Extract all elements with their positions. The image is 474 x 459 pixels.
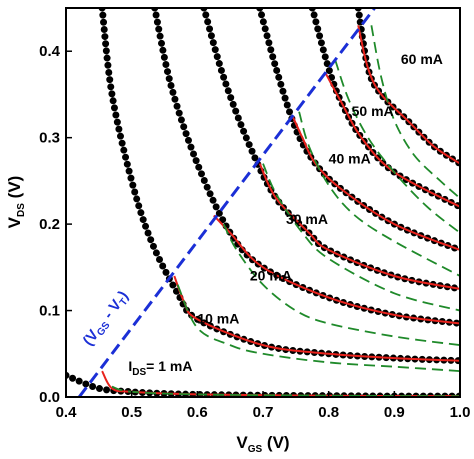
- x-tick-label: 0.4: [56, 404, 78, 421]
- current-label: IDS= 1 mA: [128, 358, 192, 378]
- current-label-rest: = 1 mA: [146, 358, 192, 374]
- curve-dashed-60ma: [370, 25, 460, 199]
- x-axis-title: VGS (V): [236, 433, 289, 455]
- curve-dashed-10ma: [176, 284, 460, 372]
- current-label: 20 mA: [250, 267, 292, 283]
- x-tick-label: 0.7: [253, 404, 274, 421]
- y-tick-label: 0.0: [39, 389, 60, 406]
- x-tick-label: 0.8: [318, 404, 339, 421]
- curve-dashed-50ma: [334, 59, 460, 234]
- x-tick-label: 0.9: [384, 404, 405, 421]
- y-tick-label: 0.4: [39, 43, 61, 60]
- y-axis-title: VDS (V): [5, 176, 27, 229]
- curve-solid-30ma: [258, 163, 460, 290]
- axis-ticks: 0.4 0.5 0.6 0.7 0.8 0.9 1.0 0.0 0.1 0.2 0.3 0.4: [39, 43, 470, 421]
- curve-solid-60ma: [357, 25, 460, 165]
- current-label: 60 mA: [401, 51, 443, 67]
- curve-dashed-1ma: [111, 385, 460, 397]
- current-label-sub: DS: [132, 367, 146, 378]
- curve-solid-40ma: [291, 115, 460, 251]
- curve-dashed-40ma: [298, 111, 460, 277]
- boundary-label-part: T: [118, 297, 130, 309]
- y-tick-label: 0.3: [39, 130, 60, 147]
- current-label-text: I: [128, 358, 132, 374]
- series-dashed: [111, 25, 460, 397]
- current-label: 50 mA: [352, 103, 394, 119]
- curve-solid-50ma: [324, 72, 460, 208]
- curve-solid-20ma: [213, 214, 460, 325]
- current-label: 40 mA: [329, 151, 371, 167]
- y-tick-label: 0.2: [39, 216, 60, 233]
- y-tick-label: 0.1: [39, 303, 60, 320]
- boundary-line: [77, 8, 376, 397]
- x-tick-label: 0.6: [187, 404, 208, 421]
- current-label: 10 mA: [197, 311, 239, 327]
- x-tick-label: 0.5: [121, 404, 142, 421]
- x-tick-label: 1.0: [450, 404, 471, 421]
- plot-curves: [66, 8, 460, 397]
- current-label: 30 mA: [286, 211, 328, 227]
